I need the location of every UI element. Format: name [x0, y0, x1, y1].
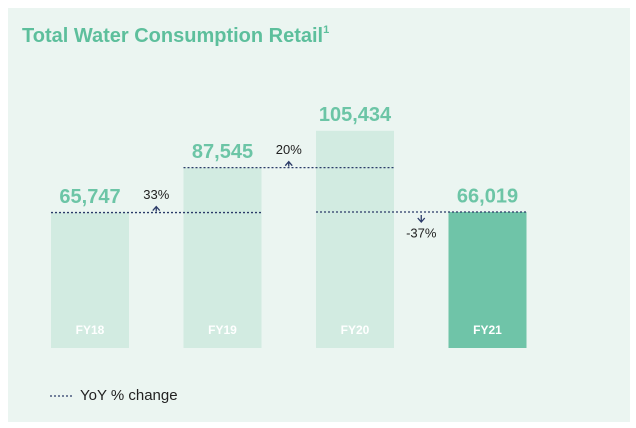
title-footnote: 1: [323, 24, 329, 36]
change-arrow: [152, 205, 161, 212]
x-tick-label: FY19: [208, 323, 237, 337]
x-tick-label: FY20: [341, 323, 370, 337]
legend-label: YoY % change: [80, 387, 178, 404]
bar: [316, 130, 394, 348]
value-label: 66,019: [457, 185, 518, 207]
chart-title: Total Water Consumption Retail1: [22, 24, 329, 47]
value-label: 105,434: [319, 104, 392, 126]
x-tick-label: FY21: [473, 323, 502, 337]
value-label: 87,545: [192, 141, 253, 163]
value-label: 65,747: [59, 186, 120, 208]
title-text: Total Water Consumption Retail: [22, 25, 323, 47]
change-arrow: [284, 160, 293, 167]
change-arrow: [417, 215, 426, 223]
bar: [448, 212, 527, 348]
x-tick-label: FY18: [76, 323, 105, 337]
bar: [183, 167, 262, 348]
change-label: 20%: [276, 142, 302, 157]
bar: [51, 212, 129, 348]
change-label: -37%: [406, 225, 437, 240]
change-label: 33%: [143, 187, 169, 202]
